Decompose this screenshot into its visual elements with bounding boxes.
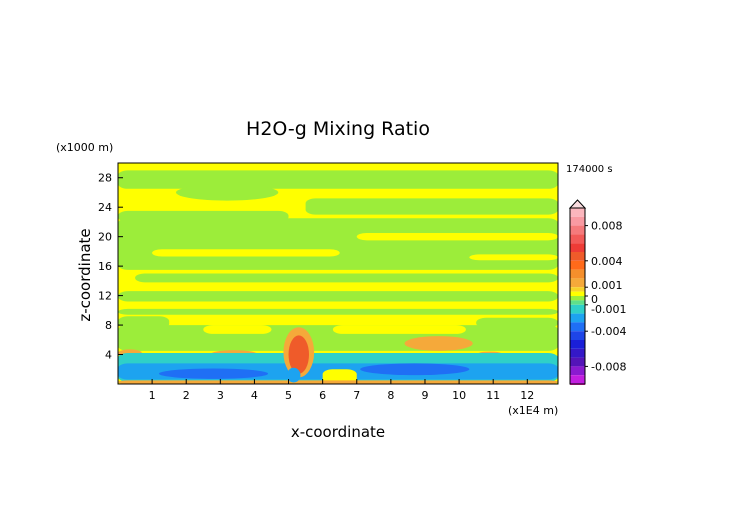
- y-axis-label: z-coordinate: [76, 228, 94, 321]
- colorbar-swatch: [570, 296, 585, 301]
- green-band-8-right: [476, 317, 558, 329]
- colorbar-swatch: [570, 331, 585, 340]
- y-tick-label: 28: [98, 172, 112, 185]
- x-tick-label: 7: [353, 389, 360, 402]
- colorbar-swatch: [570, 375, 585, 384]
- x-tick-label: 2: [183, 389, 190, 402]
- colorbar-overflow-arrow: [568, 199, 587, 209]
- upper-green-band: [118, 170, 558, 189]
- y-tick-label: 20: [98, 231, 112, 244]
- plume-root: [286, 367, 301, 383]
- x-unit-label: (x1E4 m): [508, 404, 558, 417]
- green-band-22-left: [118, 210, 289, 222]
- green-band-24: [305, 198, 558, 215]
- yellow-stripe-7-right: [332, 325, 466, 334]
- plot-frame: [117, 162, 559, 385]
- x-tick-label: 8: [387, 389, 394, 402]
- surface-orange-layer: [118, 380, 558, 384]
- y-tick-label: 8: [105, 319, 112, 332]
- colorbar-swatch: [570, 366, 585, 376]
- colorbar-label: 0.001: [591, 279, 623, 292]
- plot-area: [118, 163, 558, 384]
- y-unit-label: (x1000 m): [56, 141, 113, 154]
- x-tick-label: 6: [319, 389, 326, 402]
- green-band-10: [118, 308, 558, 315]
- colorbar-label: 0: [591, 293, 598, 306]
- colorbar-swatch: [570, 348, 585, 358]
- colorbar-swatch: [570, 291, 585, 296]
- y-tick-label: 16: [98, 260, 112, 273]
- colorbar-swatch: [570, 252, 585, 261]
- colorbar-swatch: [570, 322, 585, 332]
- colorbar-swatch: [570, 278, 585, 288]
- colorbar-swatch: [570, 225, 585, 235]
- colorbar-swatch: [570, 300, 585, 305]
- colorbar-label: -0.001: [591, 303, 626, 316]
- colorbar-swatch: [570, 357, 585, 367]
- x-axis-label: x-coordinate: [291, 423, 385, 441]
- x-tick-label: 11: [486, 389, 500, 402]
- x-tick-label: 1: [149, 389, 156, 402]
- plume-core: [288, 335, 310, 374]
- x-tick-label: 9: [421, 389, 428, 402]
- colorbar-swatch: [570, 260, 585, 270]
- upper-green-bulge: [175, 184, 279, 201]
- y-tick-label: 4: [105, 349, 112, 362]
- colorbar-label: 0.004: [591, 255, 623, 268]
- deep-blue-core-left: [158, 368, 269, 379]
- y-tick-label: 24: [98, 201, 112, 214]
- x-tick-label: 3: [217, 389, 224, 402]
- green-band-12: [118, 291, 558, 302]
- colorbar-swatch: [570, 243, 585, 252]
- y-tick-label: 12: [98, 290, 112, 303]
- colorbar-swatch: [570, 269, 585, 279]
- x-tick-label: 5: [285, 389, 292, 402]
- colorbar-swatch: [570, 216, 585, 226]
- colorbar-swatch: [570, 340, 585, 349]
- yellow-stripe-17-right: [469, 254, 558, 261]
- colorbar-swatch: [570, 208, 585, 217]
- y-axis: 4 8 12 16 20 24 28: [98, 172, 123, 362]
- yellow-gap-6: [322, 369, 357, 384]
- x-tick-label: 10: [452, 389, 466, 402]
- colorbar-swatch: [570, 287, 585, 292]
- x-tick-label: 4: [251, 389, 258, 402]
- colorbar-label: 0.008: [591, 220, 623, 233]
- colorbar-swatch: [570, 304, 585, 314]
- colorbar-label: -0.008: [591, 360, 626, 373]
- time-label: 174000 s: [566, 164, 613, 175]
- x-axis: 1 2 3 4 5 6 7 8 9 10 11 12: [149, 379, 534, 402]
- x-tick-label: 12: [520, 389, 534, 402]
- deep-blue-core-right: [360, 363, 470, 376]
- green-band-19: [118, 218, 558, 270]
- green-band-14: [135, 273, 558, 283]
- yellow-stripe-20: [356, 232, 558, 241]
- orange-blob-9: [404, 336, 473, 351]
- colorbar-swatch: [570, 313, 585, 323]
- colorbar-swatch: [570, 234, 585, 244]
- yellow-stripe-7: [203, 325, 272, 334]
- yellow-stripe-17: [152, 249, 340, 257]
- chart-title: H2O-g Mixing Ratio: [246, 118, 430, 140]
- colorbar-label: -0.004: [591, 325, 626, 338]
